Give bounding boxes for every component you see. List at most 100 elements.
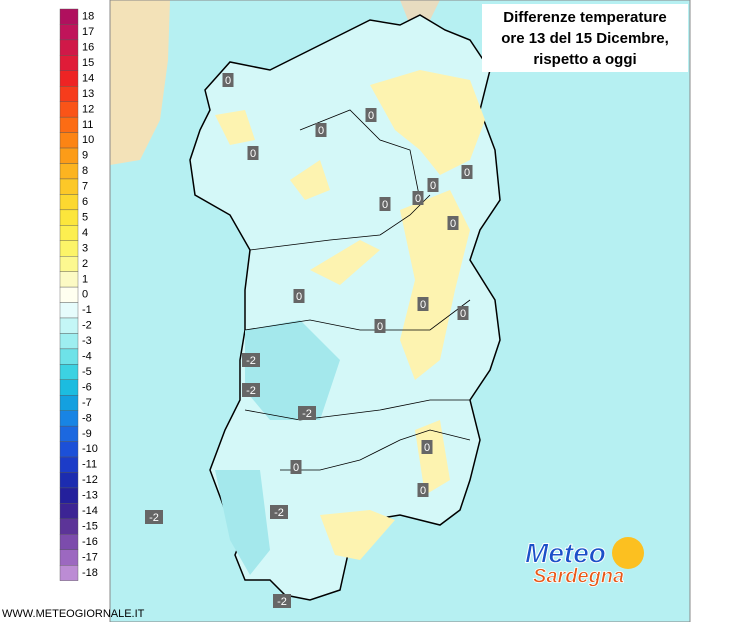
legend-label: 0 [82, 289, 88, 301]
borders [244, 109, 471, 471]
legend-label: -18 [82, 567, 98, 579]
map-label-box [242, 383, 260, 397]
island [400, 0, 440, 25]
legend-label: -13 [82, 490, 98, 502]
map-label-box [315, 123, 327, 137]
map-label-box [427, 178, 439, 192]
footer: WWW.METEOGIORNALE.IT [2, 608, 145, 620]
map-label: 0 [420, 299, 426, 311]
map-label-box [379, 197, 391, 211]
legend-swatch [59, 302, 79, 319]
legend-label: -17 [82, 551, 98, 563]
map-label: 0 [420, 485, 426, 497]
legend-swatch [59, 503, 79, 520]
legend-label: -1 [82, 304, 92, 316]
map-label-box [412, 191, 424, 205]
legend-swatch [59, 86, 79, 102]
legend-label: 13 [82, 88, 94, 100]
legend-label: 15 [82, 57, 94, 69]
legend-swatch [59, 225, 79, 241]
map-label: -2 [246, 385, 256, 397]
legend-swatch [59, 549, 79, 566]
legend-swatch [59, 286, 79, 303]
map-label: 0 [296, 291, 302, 303]
legend-label: 6 [82, 196, 88, 208]
legend-label: -12 [82, 474, 98, 486]
legend-label: -4 [82, 351, 92, 363]
legend-swatch [59, 240, 79, 257]
legend-swatch [59, 147, 79, 164]
legend-label: 10 [82, 134, 94, 146]
legend-swatch [59, 317, 79, 334]
map-label: 0 [382, 199, 388, 211]
legend-swatch [59, 209, 79, 226]
legend-label: -2 [82, 320, 92, 332]
legend-swatch [59, 534, 79, 550]
map-label-box [374, 319, 386, 333]
legend-swatch [59, 395, 79, 411]
legend-label: -8 [82, 412, 92, 424]
logo-sun [612, 537, 644, 569]
map-label: -2 [149, 512, 159, 524]
map-label: -2 [302, 408, 312, 420]
map-label-box [421, 440, 433, 454]
map-label-box [290, 460, 302, 474]
legend-swatch [59, 379, 79, 396]
map-label-box [247, 146, 259, 160]
title-box [482, 4, 688, 72]
legend-swatch [59, 194, 79, 211]
legend-swatch [59, 565, 79, 581]
map-label: 0 [225, 75, 231, 87]
legend-swatch [59, 518, 79, 535]
map-label-box [457, 306, 469, 320]
legend-label: 9 [82, 150, 88, 162]
legend-label: -16 [82, 536, 98, 548]
legend-label: 16 [82, 42, 94, 54]
legend-label: 4 [82, 227, 88, 239]
map-label: 0 [377, 321, 383, 333]
map-label: -2 [277, 596, 287, 608]
legend-label: 17 [82, 26, 94, 38]
legend-label: -10 [82, 443, 98, 455]
legend-swatch [59, 24, 79, 41]
map-label: 0 [450, 218, 456, 230]
legend-label: -14 [82, 505, 98, 517]
map-label-box [242, 353, 260, 367]
legend-swatch [59, 101, 79, 118]
legend-swatch [59, 8, 79, 25]
legend-swatch [59, 271, 79, 288]
map-label-box [222, 73, 234, 87]
legend-swatch [59, 333, 79, 350]
legend-label: 1 [82, 273, 88, 285]
legend-label: 18 [82, 11, 94, 23]
map-label: 0 [424, 442, 430, 454]
legend-label: -9 [82, 428, 92, 440]
map-label: -2 [274, 507, 284, 519]
title-line: rispetto a oggi [533, 51, 636, 68]
legend-swatch [59, 441, 79, 458]
legend-swatch [59, 456, 79, 473]
legend-label: -3 [82, 335, 92, 347]
legend-swatch [59, 472, 79, 489]
legend-swatch [59, 348, 79, 365]
title-line: ore 13 del 15 Dicembre, [501, 30, 669, 47]
map-label: 0 [430, 180, 436, 192]
legend-swatch [59, 39, 79, 56]
map-label-box [298, 406, 316, 420]
map-label-box [293, 289, 305, 303]
legend-label: 2 [82, 258, 88, 270]
legend-swatch [59, 116, 79, 133]
map-frame [109, 0, 691, 622]
legend-label: -11 [82, 459, 97, 471]
legend-swatch [59, 487, 79, 504]
map-label: 0 [368, 110, 374, 122]
legend-swatch [59, 132, 79, 149]
legend-swatch [59, 55, 79, 71]
legend-swatch [59, 178, 79, 195]
legend-swatch [59, 425, 79, 442]
legend-label: -7 [82, 397, 92, 409]
map-label-box [447, 216, 459, 230]
map-label: 0 [415, 193, 421, 205]
map-label-box [145, 510, 163, 524]
